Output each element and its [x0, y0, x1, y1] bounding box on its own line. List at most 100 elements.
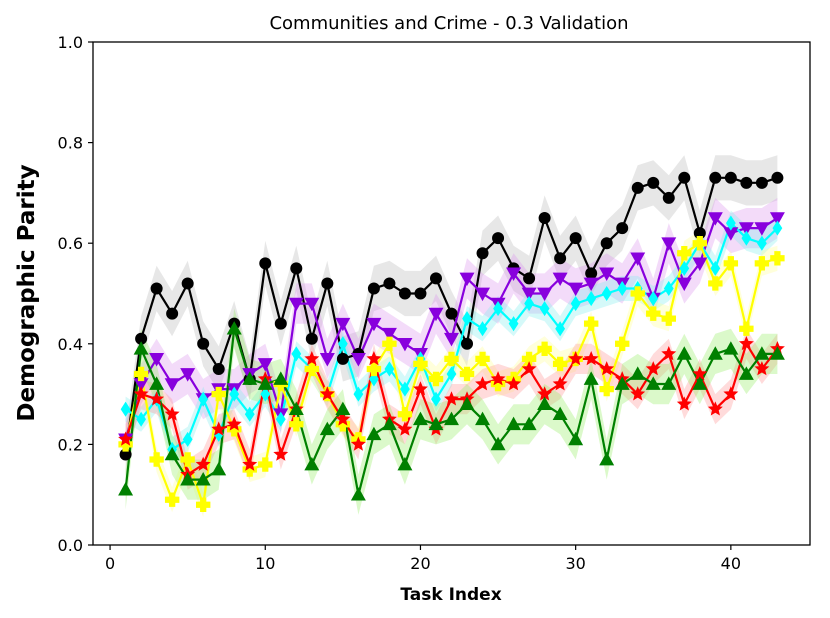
data-point-red: [164, 406, 180, 421]
data-point-cyan: [462, 311, 472, 327]
data-point-black: [336, 352, 349, 365]
data-point-cyan: [477, 321, 488, 337]
x-tick-label: 20: [410, 554, 430, 573]
data-point-cyan: [291, 346, 302, 362]
y-axis-ticks: 0.0 0.2 0.4 0.6 0.8 1.0: [58, 33, 93, 555]
data-point-red: [568, 351, 584, 366]
data-point-cyan: [539, 301, 550, 317]
data-point-red: [723, 386, 739, 401]
data-point-green: [707, 346, 723, 360]
chart-title: Communities and Crime - 0.3 Validation: [269, 13, 628, 34]
data-point-green: [133, 341, 149, 355]
y-axis-label: Demographic Parity: [14, 164, 40, 421]
data-point-black: [569, 232, 582, 245]
data-point-purple: [257, 358, 273, 372]
data-point-purple: [149, 353, 165, 367]
data-point-yellow: [615, 336, 630, 351]
data-point-green: [242, 371, 258, 385]
data-point-purple: [661, 237, 677, 251]
data-point-green: [614, 376, 630, 390]
data-point-red: [273, 446, 289, 461]
data-point-yellow: [211, 386, 226, 402]
data-point-green: [257, 376, 273, 390]
data-point-black: [367, 282, 380, 295]
data-point-cyan: [431, 391, 441, 407]
data-point-green: [769, 346, 785, 360]
data-point-black: [445, 307, 458, 320]
data-point-cyan: [679, 260, 690, 276]
y-tick-label: 0.0: [58, 536, 83, 555]
data-point-green: [350, 487, 366, 501]
data-point-red: [350, 436, 366, 451]
data-point-red: [707, 401, 723, 416]
data-point-green: [475, 411, 491, 426]
data-point-cyan: [136, 411, 147, 427]
data-point-yellow: [552, 356, 568, 372]
data-point-green: [521, 416, 537, 431]
data-point-green: [412, 411, 428, 426]
data-point-cyan: [725, 215, 736, 231]
data-point-black: [771, 171, 784, 184]
data-point-yellow: [366, 361, 382, 377]
data-point-black: [461, 337, 474, 350]
data-point-cyan: [508, 316, 519, 332]
data-point-green: [226, 321, 242, 335]
data-point-cyan: [772, 220, 783, 236]
data-point-black: [181, 277, 194, 290]
data-point-purple: [335, 317, 351, 332]
data-point-cyan: [353, 386, 364, 402]
data-point-yellow: [708, 276, 723, 291]
data-point-green: [583, 371, 599, 385]
data-point-green: [599, 451, 615, 466]
data-point-black: [476, 247, 489, 260]
data-point-yellow: [661, 311, 676, 326]
data-point-green: [459, 396, 475, 410]
data-point-black: [678, 171, 691, 184]
data-point-cyan: [601, 285, 612, 302]
data-point-purple: [738, 222, 754, 236]
data-point-green: [381, 416, 397, 431]
data-point-red: [738, 335, 754, 351]
data-point-cyan: [741, 230, 752, 246]
data-point-green: [273, 371, 289, 385]
data-point-red: [149, 391, 165, 406]
y-tick-label: 0.2: [58, 435, 83, 454]
data-point-green: [754, 346, 770, 360]
data-point-green: [661, 376, 677, 390]
data-point-black: [616, 222, 629, 235]
data-point-red: [599, 361, 615, 376]
data-point-green: [180, 471, 196, 486]
data-point-red: [754, 361, 770, 376]
data-point-black: [398, 287, 411, 300]
data-point-yellow: [770, 251, 785, 266]
data-point-cyan: [493, 301, 503, 317]
data-point-red: [552, 376, 568, 391]
data-point-black: [647, 176, 660, 189]
data-point-red: [413, 381, 428, 396]
data-point-purple: [506, 267, 522, 282]
data-point-red: [118, 431, 134, 446]
data-point-cyan: [384, 361, 395, 377]
data-point-yellow: [149, 452, 164, 467]
x-axis-label: Task Index: [400, 585, 501, 605]
data-point-cyan: [756, 235, 767, 251]
data-point-black: [755, 176, 768, 189]
data-point-purple: [583, 277, 599, 292]
data-point-red: [583, 351, 599, 366]
data-point-yellow: [475, 351, 490, 367]
data-point-cyan: [244, 406, 255, 422]
data-point-yellow: [630, 286, 645, 301]
data-point-yellow: [521, 351, 537, 367]
data-point-purple: [676, 277, 692, 292]
data-point-cyan: [555, 321, 566, 337]
data-point-yellow: [754, 256, 770, 271]
data-point-red: [475, 376, 490, 391]
data-point-purple: [475, 287, 491, 302]
data-point-purple: [444, 332, 459, 347]
data-point-black: [290, 262, 303, 275]
data-point-cyan: [663, 280, 674, 297]
data-point-black: [197, 337, 210, 350]
data-point-red: [506, 376, 522, 391]
data-point-purple: [599, 267, 615, 282]
data-point-black: [740, 176, 753, 189]
